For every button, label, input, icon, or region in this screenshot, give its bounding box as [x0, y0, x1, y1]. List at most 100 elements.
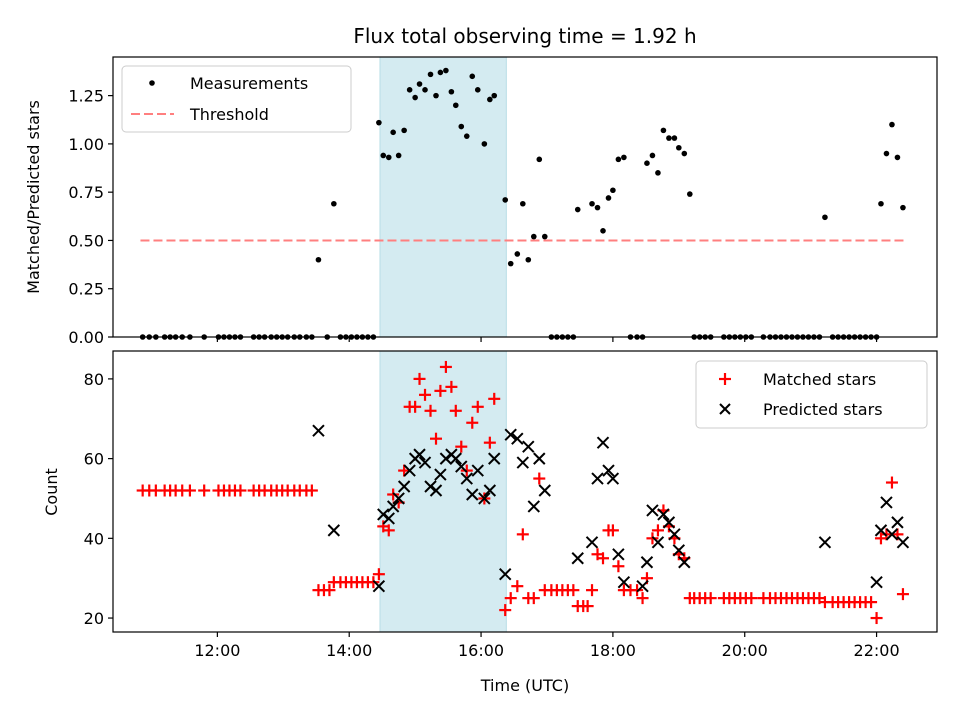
measurement-point — [469, 73, 476, 80]
measurement-point — [600, 227, 606, 234]
matched-star-point — [198, 484, 211, 497]
measurement-point — [666, 135, 672, 141]
matched-star-point — [865, 596, 878, 609]
measurement-point — [589, 200, 595, 207]
predicted-star-point — [413, 448, 426, 461]
legend-measurements: Measurements — [190, 74, 308, 93]
predicted-star-point — [891, 516, 904, 529]
top-axes-frame — [112, 56, 938, 338]
x-tick-label: 14:00 — [326, 641, 372, 660]
matched-star-point — [305, 484, 318, 497]
measurement-point — [900, 204, 906, 211]
predicted-star-point — [386, 500, 400, 513]
measurement-point — [660, 127, 667, 134]
predicted-legend-marker — [719, 403, 731, 415]
matched-star-point — [483, 436, 496, 449]
matched-star-point — [323, 584, 336, 597]
x-tick-label: 16:00 — [458, 641, 504, 660]
measurement-point — [894, 154, 901, 161]
top-legend-box — [121, 65, 352, 133]
matched-star-point — [439, 360, 452, 373]
matched-star-point — [567, 584, 580, 597]
bottom-legend-box — [695, 360, 928, 429]
measurement-point — [380, 152, 387, 159]
measurement-point — [406, 87, 413, 93]
measurement-point — [443, 67, 449, 74]
predicted-star-point — [678, 556, 691, 569]
x-axis-label: Time (UTC) — [480, 676, 569, 695]
predicted-star-point — [471, 464, 484, 477]
measurement-point — [525, 256, 532, 263]
predicted-star-point — [327, 524, 341, 537]
measurement-point — [605, 195, 612, 201]
predicted-star-point — [455, 460, 468, 473]
measurement-point — [644, 160, 650, 167]
measurement-point — [385, 154, 392, 161]
measurement-point — [487, 96, 493, 103]
measurement-point — [878, 200, 884, 207]
predicted-star-point — [392, 492, 405, 505]
predicted-star-point — [382, 512, 395, 525]
matched-star-point — [430, 432, 443, 445]
predicted-star-point — [602, 464, 615, 477]
observing-interval-shade — [379, 56, 507, 338]
predicted-star-point — [636, 579, 649, 593]
legend-matched-stars: Matched stars — [763, 370, 876, 389]
measurement-point — [649, 152, 656, 159]
measurement-point — [331, 200, 337, 207]
matched-star-point — [372, 568, 385, 581]
matched-star-point — [419, 388, 432, 401]
measurement-point — [536, 156, 543, 163]
predicted-star-point — [874, 524, 888, 537]
matched-star-point — [896, 588, 909, 601]
matched-star-point — [704, 592, 717, 605]
matched-star-point — [606, 524, 619, 537]
y-tick-label: 20 — [84, 609, 104, 628]
matched-star-point — [488, 392, 501, 405]
measurement-point — [883, 150, 890, 157]
predicted-star-point — [424, 480, 437, 493]
observing-interval-shade — [379, 350, 507, 633]
top-panel: 0.00 0.25 0.50 0.75 1.00 1.25 Matched/Predict… — [24, 56, 938, 347]
measurement-point — [401, 127, 407, 134]
y-tick-label: 60 — [84, 450, 104, 469]
y-tick-label: 0.25 — [68, 280, 104, 299]
measurement-point — [681, 150, 688, 157]
matched-star-point — [504, 592, 517, 605]
predicted-star-point — [533, 452, 546, 465]
measurement-point — [433, 92, 439, 99]
measurement-point — [315, 256, 322, 263]
y-tick-label: 0.50 — [68, 231, 104, 250]
y-tick-label: 1.25 — [68, 87, 104, 106]
measurement-point — [491, 92, 498, 99]
measurement-point — [520, 200, 526, 207]
x-tick-label: 20:00 — [722, 641, 768, 660]
predicted-star-point — [397, 480, 411, 493]
legend-predicted-stars: Predicted stars — [763, 400, 883, 419]
matched-star-point — [460, 464, 473, 477]
predicted-star-point — [870, 575, 883, 589]
predicted-star-point — [880, 496, 893, 509]
matched-star-point — [631, 584, 644, 597]
measurement-point — [889, 121, 895, 128]
top-y-axis-label: Matched/Predicted stars — [24, 100, 43, 294]
matched-star-point — [516, 528, 529, 541]
predicted-star-point — [522, 440, 535, 453]
y-tick-label: 40 — [84, 529, 104, 548]
matched-star-point — [445, 380, 458, 393]
matched-star-point — [413, 372, 426, 385]
x-tick-label: 22:00 — [854, 641, 900, 660]
measurement-point — [416, 81, 423, 87]
bottom-series-layer — [136, 360, 910, 625]
measurement-point — [390, 129, 396, 136]
matched-star-point — [398, 464, 411, 477]
predicted-star-point — [511, 432, 524, 445]
matched-star-point — [387, 488, 400, 501]
predicted-star-point — [434, 468, 447, 481]
top-legend: Measurements Threshold — [121, 65, 352, 133]
measurement-point — [395, 152, 402, 159]
predicted-star-point — [372, 579, 386, 593]
matched-star-point — [885, 476, 898, 489]
predicted-star-point — [483, 484, 497, 497]
matched-star-point — [449, 404, 462, 417]
